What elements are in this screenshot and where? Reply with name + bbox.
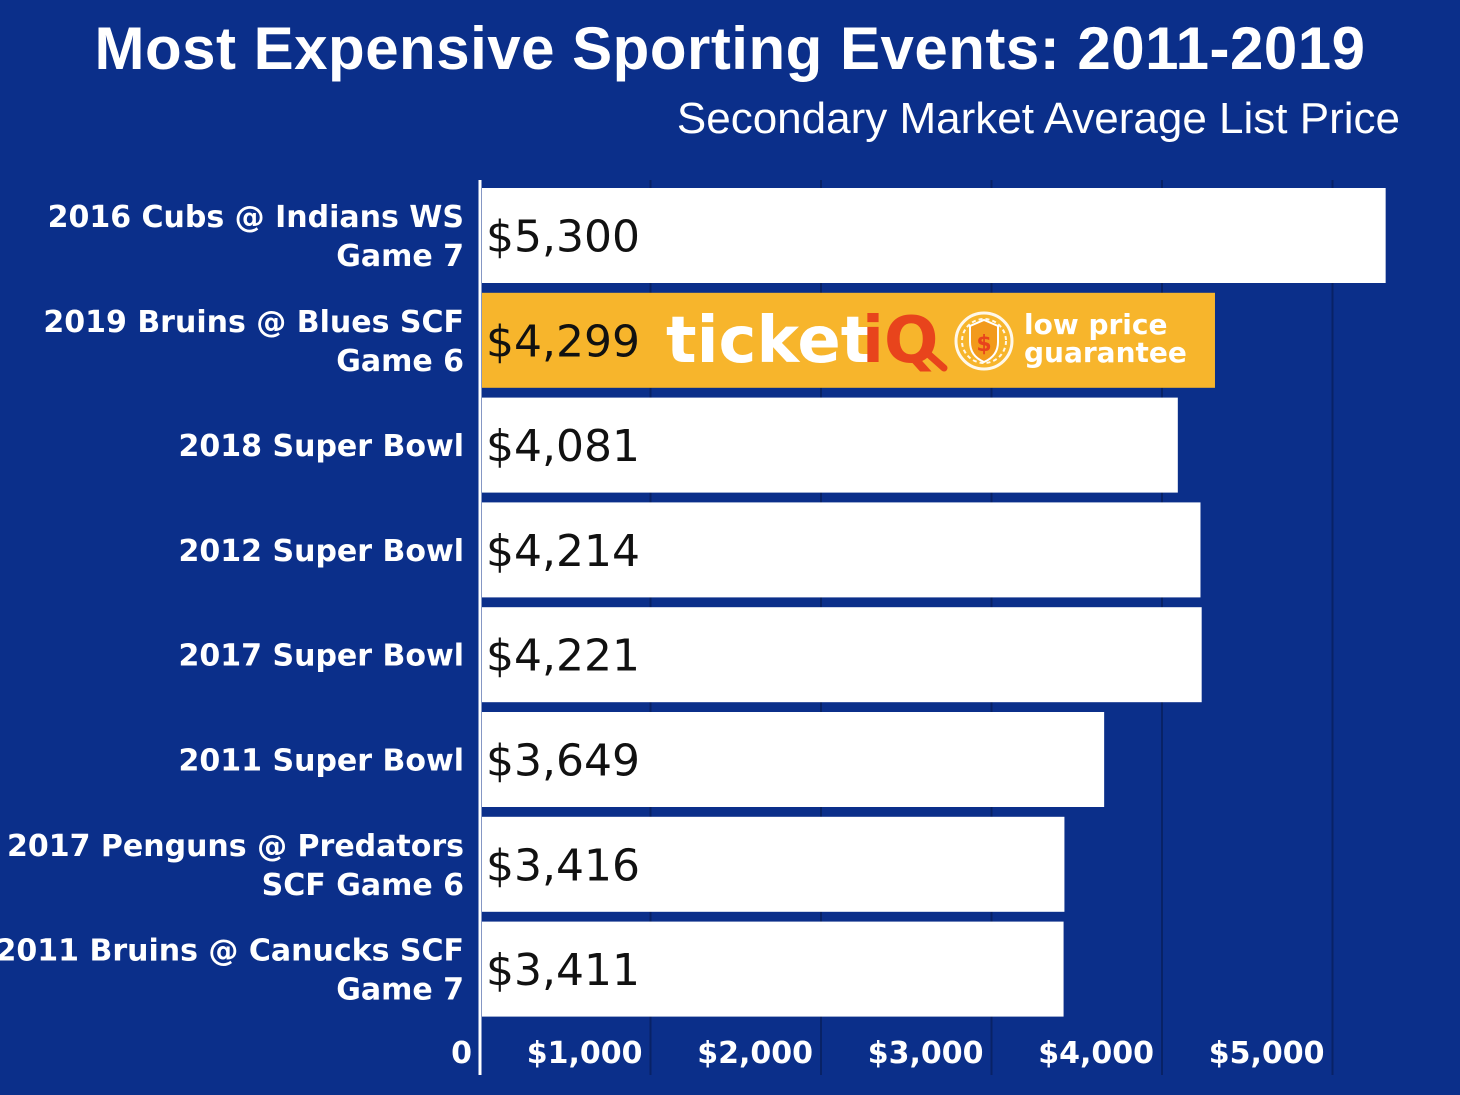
value-label: $4,299	[486, 316, 640, 367]
category-label: 2011 Bruins @ Canucks SCF	[0, 934, 464, 969]
magnifier-icon	[922, 348, 948, 372]
bars: $5,300 $4,299 $4,081 $4,214 $4,221 $3,649 $3,4…	[478, 180, 1386, 1075]
value-label: $4,214	[486, 526, 640, 577]
bar-highlight	[482, 292, 1215, 388]
category-labels: 2016 Cubs @ Indians WS Game 7 2019 Bruins …	[0, 200, 464, 1008]
category-label: 2018 Super Bowl	[179, 429, 464, 464]
bar	[482, 397, 1178, 493]
category-label: Game 7	[336, 239, 464, 274]
category-label: Game 7	[336, 973, 464, 1008]
x-tick-label: $4,000	[1038, 1036, 1154, 1071]
bar	[482, 816, 1065, 912]
category-label: 2012 Super Bowl	[179, 534, 464, 569]
bar	[482, 502, 1201, 598]
x-tick-label: $3,000	[868, 1036, 984, 1071]
category-label: 2017 Super Bowl	[179, 639, 464, 674]
value-label: $3,416	[486, 840, 640, 891]
shield-dollar-symbol: $	[976, 332, 991, 357]
chart-title: Most Expensive Sporting Events: 2011-201…	[94, 15, 1366, 82]
category-label: Game 6	[336, 344, 464, 379]
value-label: $3,649	[486, 736, 640, 787]
brand-tagline-2: guarantee	[1024, 336, 1187, 369]
category-label: 2016 Cubs @ Indians WS	[48, 200, 464, 235]
category-label: SCF Game 6	[262, 868, 464, 903]
bar	[482, 921, 1064, 1017]
brand-accent-letters: iQ	[862, 304, 938, 378]
chart-subtitle: Secondary Market Average List Price	[676, 94, 1400, 143]
category-label: 2017 Penguns @ Predators	[7, 829, 464, 864]
brand-wordmark: ticket	[666, 304, 871, 378]
x-tick-label: 0	[451, 1036, 472, 1071]
category-label: 2019 Bruins @ Blues SCF	[43, 305, 464, 340]
brand-tagline-1: low price	[1024, 308, 1168, 341]
value-label: $5,300	[486, 212, 640, 263]
x-axis-ticks: 0 $1,000 $2,000 $3,000 $4,000 $5,000	[451, 1036, 1324, 1071]
x-tick-label: $5,000	[1209, 1036, 1325, 1071]
x-tick-label: $1,000	[527, 1036, 643, 1071]
bar	[482, 188, 1386, 283]
value-label: $3,411	[486, 945, 640, 996]
value-label: $4,221	[486, 631, 640, 682]
bar	[482, 712, 1105, 807]
shield-dollar-icon: $	[954, 311, 1014, 371]
bar	[482, 607, 1202, 703]
category-label: 2011 Super Bowl	[179, 744, 464, 779]
ticketiq-logo: ticket iQ $ low price guarantee	[666, 304, 1187, 378]
value-label: $4,081	[486, 421, 640, 472]
x-tick-label: $2,000	[697, 1036, 813, 1071]
